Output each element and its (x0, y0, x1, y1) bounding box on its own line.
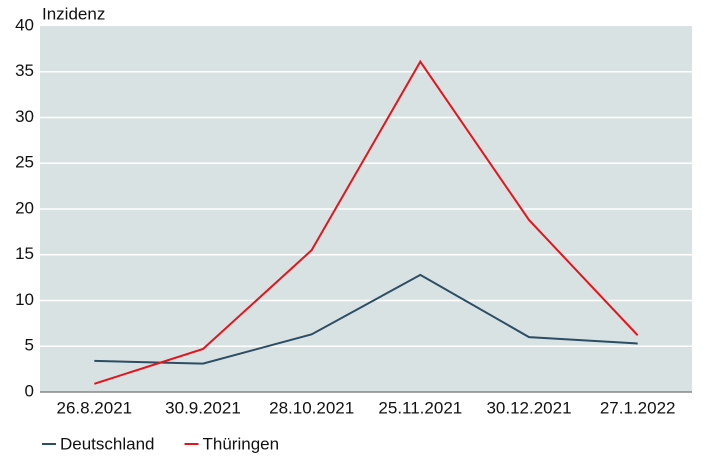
y-tick-label: 40 (15, 15, 34, 34)
y-tick-label: 20 (15, 198, 34, 217)
legend-label: Deutschland (60, 434, 155, 453)
y-tick-label: 0 (25, 381, 34, 400)
y-axis-label: Inzidenz (42, 4, 105, 23)
y-tick-label: 25 (15, 153, 34, 172)
line-series (94, 59, 639, 385)
x-tick-label: 27.1.2022 (600, 398, 676, 417)
y-tick-label: 10 (15, 290, 34, 309)
line-series (94, 273, 638, 365)
x-tick-label: 30.9.2021 (165, 398, 241, 417)
x-tick-label: 26.8.2021 (57, 398, 133, 417)
x-tick-label: 25.11.2021 (378, 398, 462, 417)
x-tick-label: 28.10.2021 (269, 398, 354, 417)
y-tick-label: 30 (15, 107, 34, 126)
y-tick-label: 5 (25, 336, 34, 355)
y-tick-label: 35 (15, 61, 34, 80)
legend-label: Thüringen (203, 434, 280, 453)
x-tick-label: 30.12.2021 (486, 398, 571, 417)
y-tick-label: 15 (15, 244, 34, 263)
